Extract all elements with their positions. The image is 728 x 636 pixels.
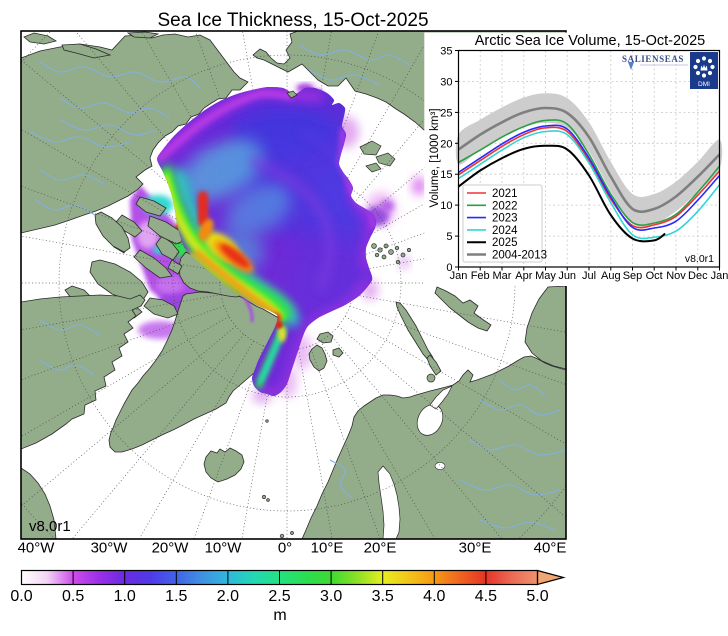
svg-text:m: m	[273, 607, 286, 624]
svg-text:Arctic Sea Ice Volume, 15-Oct-: Arctic Sea Ice Volume, 15-Oct-2025	[475, 33, 706, 49]
svg-text:2022: 2022	[492, 200, 518, 212]
svg-text:SALIENSEAS: SALIENSEAS	[622, 54, 684, 64]
svg-text:10: 10	[440, 200, 452, 212]
svg-text:2024: 2024	[492, 225, 518, 237]
svg-text:v8.0r1: v8.0r1	[685, 253, 714, 265]
svg-text:10°W: 10°W	[205, 540, 243, 557]
svg-text:15: 15	[440, 169, 452, 181]
svg-text:30: 30	[440, 76, 452, 88]
svg-text:Volume, [1000 km³]: Volume, [1000 km³]	[429, 108, 441, 207]
svg-text:20°E: 20°E	[364, 540, 397, 557]
svg-text:Jun: Jun	[558, 270, 576, 282]
svg-text:2023: 2023	[492, 213, 518, 225]
svg-text:20: 20	[440, 138, 452, 150]
svg-text:Feb: Feb	[471, 270, 490, 282]
svg-text:1.5: 1.5	[165, 588, 187, 605]
svg-text:Jan: Jan	[711, 270, 728, 282]
svg-text:Jul: Jul	[582, 270, 596, 282]
svg-text:Apr: Apr	[515, 270, 532, 282]
svg-text:2021: 2021	[492, 188, 518, 200]
svg-text:10°E: 10°E	[311, 540, 344, 557]
svg-text:Aug: Aug	[601, 270, 621, 282]
svg-text:Mar: Mar	[493, 270, 512, 282]
svg-text:40°E: 40°E	[534, 540, 567, 557]
svg-text:2025: 2025	[492, 237, 518, 249]
svg-text:0°: 0°	[278, 540, 292, 557]
svg-text:30°E: 30°E	[459, 540, 492, 557]
svg-text:v8.0r1: v8.0r1	[29, 518, 71, 535]
svg-text:40°W: 40°W	[18, 540, 56, 557]
svg-text:1.0: 1.0	[114, 588, 136, 605]
svg-text:Sea Ice Thickness, 15-Oct-2025: Sea Ice Thickness, 15-Oct-2025	[157, 10, 428, 31]
svg-text:20°W: 20°W	[152, 540, 190, 557]
svg-text:25: 25	[440, 107, 452, 119]
svg-text:May: May	[535, 270, 556, 282]
svg-text:Sep: Sep	[623, 270, 643, 282]
svg-text:2.0: 2.0	[217, 588, 239, 605]
svg-text:4.0: 4.0	[423, 588, 445, 605]
svg-text:2004-2013: 2004-2013	[492, 250, 547, 262]
svg-text:3.0: 3.0	[320, 588, 342, 605]
svg-text:5: 5	[446, 231, 452, 243]
svg-text:2.5: 2.5	[268, 588, 290, 605]
svg-text:0.5: 0.5	[62, 588, 84, 605]
svg-text:Oct: Oct	[646, 270, 663, 282]
svg-text:Nov: Nov	[666, 270, 686, 282]
svg-text:DMI: DMI	[698, 81, 710, 88]
svg-text:30°W: 30°W	[91, 540, 129, 557]
svg-text:3.5: 3.5	[372, 588, 394, 605]
svg-text:Jan: Jan	[450, 270, 468, 282]
svg-text:0.0: 0.0	[10, 588, 32, 605]
svg-text:Dec: Dec	[688, 270, 708, 282]
svg-text:5.0: 5.0	[526, 588, 548, 605]
svg-text:0: 0	[446, 262, 452, 274]
svg-text:35: 35	[440, 46, 452, 58]
svg-text:4.5: 4.5	[475, 588, 497, 605]
